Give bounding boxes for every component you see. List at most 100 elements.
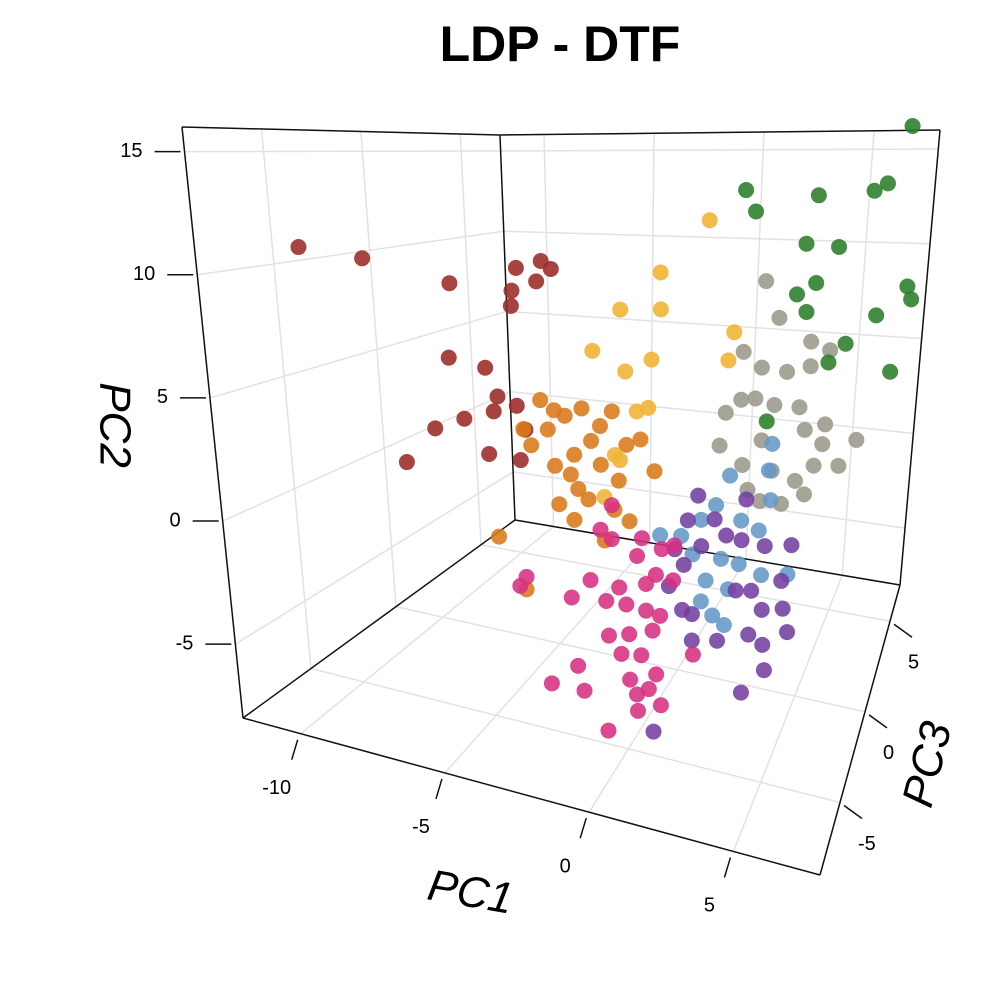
data-point xyxy=(879,175,896,192)
box-edge xyxy=(242,717,821,876)
grid-line xyxy=(260,128,312,669)
data-point xyxy=(603,403,620,420)
box-edge xyxy=(899,129,941,586)
data-point xyxy=(693,538,710,555)
data-point xyxy=(666,537,683,554)
data-point xyxy=(766,397,783,414)
data-point xyxy=(566,446,583,463)
chart-title: LDP - DTF xyxy=(440,16,681,72)
data-point xyxy=(753,601,770,618)
data-point xyxy=(643,351,660,368)
z-tick xyxy=(868,714,888,729)
grid-line xyxy=(310,667,841,804)
grid-line xyxy=(509,390,914,435)
z-tick xyxy=(893,623,913,638)
data-point xyxy=(750,522,767,539)
data-point xyxy=(600,627,617,644)
data-point xyxy=(611,579,628,596)
data-point xyxy=(543,675,560,692)
data-point xyxy=(632,431,649,448)
data-point xyxy=(697,572,714,589)
data-point xyxy=(762,492,779,509)
data-point xyxy=(542,261,559,278)
grid-line xyxy=(209,310,508,399)
x-tick-label: 5 xyxy=(704,895,715,917)
data-point xyxy=(638,575,655,592)
y-tick-label: -5 xyxy=(176,632,194,654)
grid-line xyxy=(503,230,931,245)
grid-line xyxy=(234,471,514,645)
data-point xyxy=(644,622,661,639)
data-point xyxy=(747,390,764,407)
data-point xyxy=(740,626,757,643)
data-point xyxy=(532,392,549,409)
data-point xyxy=(566,511,583,528)
data-point xyxy=(507,259,524,276)
data-point xyxy=(503,282,520,299)
data-point xyxy=(730,556,747,573)
data-point xyxy=(491,528,508,545)
data-point xyxy=(758,273,775,290)
data-point xyxy=(773,572,790,589)
data-point xyxy=(539,421,556,438)
grid-line xyxy=(500,148,939,152)
points xyxy=(290,117,921,740)
data-point xyxy=(477,359,494,376)
data-point xyxy=(783,537,800,554)
data-point xyxy=(733,532,750,549)
data-point xyxy=(512,452,529,469)
z-tick-label: 5 xyxy=(908,652,919,674)
data-point xyxy=(646,463,663,480)
data-point xyxy=(789,286,806,303)
data-point xyxy=(630,702,647,719)
grid-line xyxy=(395,605,866,713)
box-edge xyxy=(181,126,501,136)
x-tick-label: 0 xyxy=(560,855,571,877)
data-point xyxy=(722,467,739,484)
data-point xyxy=(665,572,682,589)
box-edge xyxy=(181,126,244,719)
data-point xyxy=(866,182,883,199)
data-point xyxy=(796,421,813,438)
data-point xyxy=(603,497,620,514)
data-point xyxy=(582,572,599,589)
data-point xyxy=(903,291,920,308)
data-point xyxy=(756,538,773,555)
data-point xyxy=(753,359,770,376)
y-tick-label: 15 xyxy=(120,140,142,162)
data-point xyxy=(684,646,701,663)
data-point xyxy=(612,301,629,318)
data-point xyxy=(645,723,662,740)
data-point xyxy=(774,600,791,617)
data-point xyxy=(786,472,803,489)
data-point xyxy=(618,596,635,613)
y-tick-label: 5 xyxy=(157,386,168,408)
x-tick xyxy=(723,857,732,878)
data-point xyxy=(805,457,822,474)
data-point xyxy=(755,662,772,679)
data-point xyxy=(573,400,590,417)
data-point xyxy=(791,399,808,416)
data-point xyxy=(610,472,627,489)
data-point xyxy=(899,278,916,295)
data-point xyxy=(398,454,415,471)
data-point xyxy=(830,457,847,474)
data-point xyxy=(733,391,750,408)
data-point xyxy=(621,626,638,643)
box-edge xyxy=(499,129,941,136)
data-point xyxy=(726,324,743,341)
data-point xyxy=(512,577,529,594)
data-point xyxy=(441,275,458,292)
box-edge xyxy=(514,519,901,586)
data-point xyxy=(715,617,732,634)
grid-line xyxy=(360,131,397,607)
data-point xyxy=(779,363,796,380)
data-point xyxy=(440,349,457,366)
data-point xyxy=(743,582,760,599)
data-point xyxy=(617,363,634,380)
data-point xyxy=(732,684,749,701)
grid-line xyxy=(841,130,875,576)
data-point xyxy=(817,416,834,433)
